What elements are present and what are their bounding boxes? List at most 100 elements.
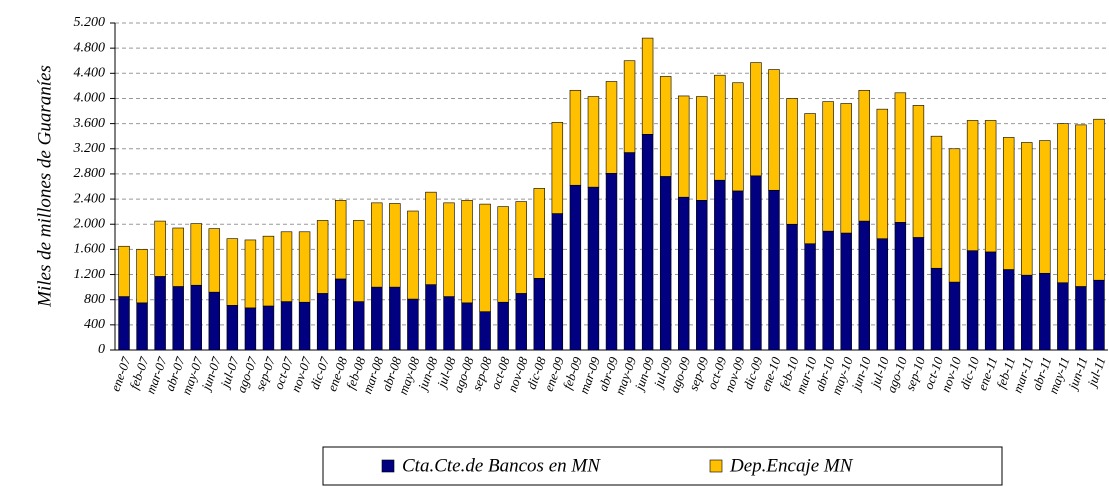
bar-segment xyxy=(244,307,257,351)
bar-segment xyxy=(912,237,925,351)
bar-segment xyxy=(1093,118,1105,281)
bar-segment xyxy=(280,231,293,302)
bar-segment xyxy=(334,200,347,280)
bar-segment xyxy=(1057,282,1069,351)
y-tick-label: 4.800 xyxy=(74,40,106,55)
y-tick-label: 1.600 xyxy=(74,242,106,257)
bar-segment xyxy=(334,278,347,351)
bar-segment xyxy=(696,200,708,351)
bar-segment xyxy=(136,249,148,304)
bar-segment xyxy=(659,76,672,177)
bar-segment xyxy=(804,113,816,245)
y-tick-label: 800 xyxy=(84,292,105,307)
legend-label: Dep.Encaje MN xyxy=(729,455,854,476)
bar-segment xyxy=(768,189,780,351)
bar-segment xyxy=(389,203,401,288)
bar-segment xyxy=(1039,140,1051,274)
bar-segment xyxy=(1002,137,1015,270)
bar-segment xyxy=(750,175,762,351)
bar-segment xyxy=(858,220,870,351)
bar-segment xyxy=(768,69,780,191)
bar-segment xyxy=(678,95,690,198)
bar-segment xyxy=(118,245,130,297)
y-tick-label: 4.000 xyxy=(74,91,106,106)
bar-segment xyxy=(479,311,491,351)
bar-segment xyxy=(190,223,202,286)
bar-segment xyxy=(1075,286,1087,351)
bar-segment xyxy=(984,251,997,351)
bar-segment xyxy=(1039,272,1051,351)
bar-segment xyxy=(533,278,545,351)
bar-segment xyxy=(732,190,744,351)
bar-segment xyxy=(262,235,275,307)
y-tick-label: 2.000 xyxy=(74,216,106,231)
bar-segment xyxy=(1021,142,1033,276)
bar-segment xyxy=(461,302,473,351)
bar-segment xyxy=(407,298,419,351)
bar-segment xyxy=(154,276,166,351)
y-tick-label: 2.400 xyxy=(74,191,106,206)
bar-segment xyxy=(605,81,618,174)
bar-segment xyxy=(732,82,744,192)
y-tick-label: 0 xyxy=(98,342,105,357)
bar-segment xyxy=(750,62,762,177)
y-tick-label: 3.200 xyxy=(73,141,106,156)
bar-segment xyxy=(894,92,907,223)
bar-segment xyxy=(280,301,293,351)
bar-segment xyxy=(605,172,618,351)
bar-segment xyxy=(515,293,527,351)
bar-segment xyxy=(948,148,961,283)
bar-segment xyxy=(1093,279,1105,351)
bar-segment xyxy=(930,135,943,269)
bar-segment xyxy=(154,220,166,277)
bar-segment xyxy=(497,301,509,351)
y-tick-label: 1.200 xyxy=(74,267,106,282)
bar-segment xyxy=(966,120,979,251)
bar-segment xyxy=(208,228,221,293)
bar-segment xyxy=(714,179,726,351)
bar-segment xyxy=(298,301,311,351)
bar-segment xyxy=(515,201,527,294)
bar-segment xyxy=(118,296,130,351)
bar-segment xyxy=(551,122,564,214)
bar-segment xyxy=(786,223,798,351)
bar-segment xyxy=(353,301,365,351)
bar-segment xyxy=(840,103,852,234)
bar-segment xyxy=(569,184,582,351)
y-tick-label: 3.600 xyxy=(73,116,106,131)
y-tick-label: 5.200 xyxy=(74,15,106,30)
legend-box xyxy=(322,446,1003,486)
bar-segment xyxy=(226,238,239,306)
bar-segment xyxy=(479,203,491,312)
y-tick-label: 4.400 xyxy=(74,66,106,81)
bar-segment xyxy=(443,296,455,351)
bar-segment xyxy=(1002,269,1015,351)
bar-segment xyxy=(876,238,889,351)
bar-segment xyxy=(912,105,925,238)
bar-segment xyxy=(371,286,383,351)
bar-segment xyxy=(966,250,979,351)
bar-segment xyxy=(1021,274,1033,351)
bar-segment xyxy=(894,222,907,351)
bar-segment xyxy=(930,267,943,351)
bar-segment xyxy=(948,281,961,351)
bar-segment xyxy=(172,227,184,287)
bar-segment xyxy=(262,305,275,351)
bar-segment xyxy=(587,186,600,351)
bar-segment xyxy=(497,206,509,303)
legend-swatch xyxy=(381,459,395,473)
bar-segment xyxy=(172,286,184,351)
bar-segment xyxy=(208,291,221,351)
bar-segment xyxy=(696,96,708,201)
bar-segment xyxy=(587,96,600,188)
bar-segment xyxy=(461,200,473,304)
bar-segment xyxy=(1075,124,1087,287)
bar-segment xyxy=(371,202,383,288)
bar-segment xyxy=(407,210,419,300)
y-tick-label: 2.800 xyxy=(74,166,106,181)
bar-segment xyxy=(226,305,239,351)
bar-segment xyxy=(641,134,654,351)
bar-segment xyxy=(1057,123,1069,284)
bar-segment xyxy=(840,232,852,351)
